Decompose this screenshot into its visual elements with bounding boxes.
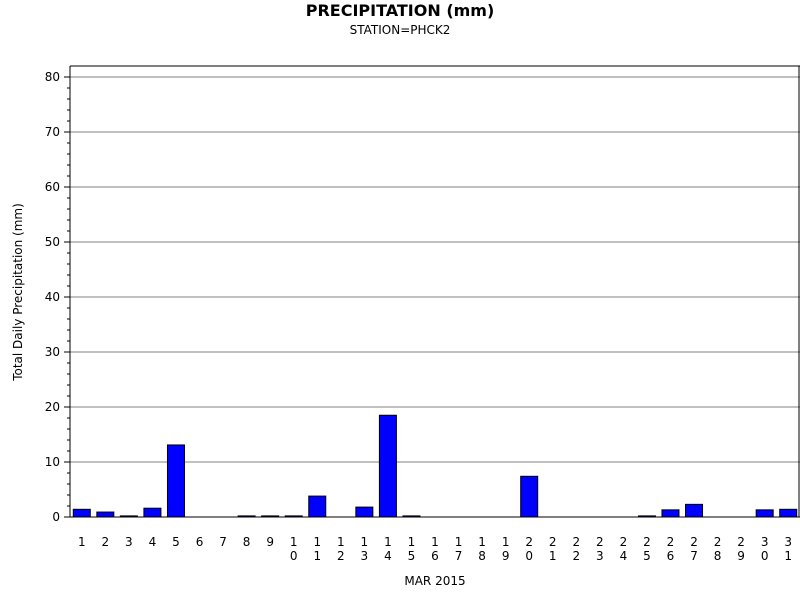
- y-tick-label: 10: [45, 455, 60, 469]
- x-tick-label: 7: [219, 535, 227, 549]
- x-tick-label: 5: [172, 535, 180, 549]
- bar: [72, 508, 91, 518]
- y-tick-label: 20: [45, 400, 60, 414]
- x-tick-label: 6: [196, 535, 204, 549]
- y-tick-label: 30: [45, 345, 60, 359]
- x-tick-label: 1: [78, 535, 86, 549]
- bar: [779, 508, 798, 518]
- chart-title: PRECIPITATION (mm): [305, 1, 495, 20]
- y-tick-label: 0: [52, 510, 60, 524]
- bar: [755, 509, 774, 518]
- y-tick-label: 60: [45, 180, 60, 194]
- y-tick-label: 80: [45, 70, 60, 84]
- bar: [355, 506, 374, 518]
- y-tick-label: 70: [45, 125, 60, 139]
- y-tick-label: 50: [45, 235, 60, 249]
- y-tick-label: 40: [45, 290, 60, 304]
- bar: [143, 507, 162, 518]
- grid-layer: [70, 76, 800, 463]
- bar: [520, 475, 539, 518]
- bar: [685, 503, 704, 518]
- bar: [96, 511, 115, 518]
- x-tick-label: 4: [149, 535, 157, 549]
- x-tick-label: 2: [102, 535, 110, 549]
- bar: [661, 509, 680, 518]
- bar-layer: [72, 414, 798, 518]
- x-axis-label: MAR 2015: [404, 574, 466, 588]
- chart-subtitle: STATION=PHCK2: [349, 23, 451, 37]
- x-tick-label: 3: [125, 535, 133, 549]
- x-tick-label: 8: [243, 535, 251, 549]
- bar: [308, 495, 327, 518]
- bar: [166, 444, 185, 518]
- bar: [378, 414, 397, 518]
- x-tick-label: 9: [266, 535, 274, 549]
